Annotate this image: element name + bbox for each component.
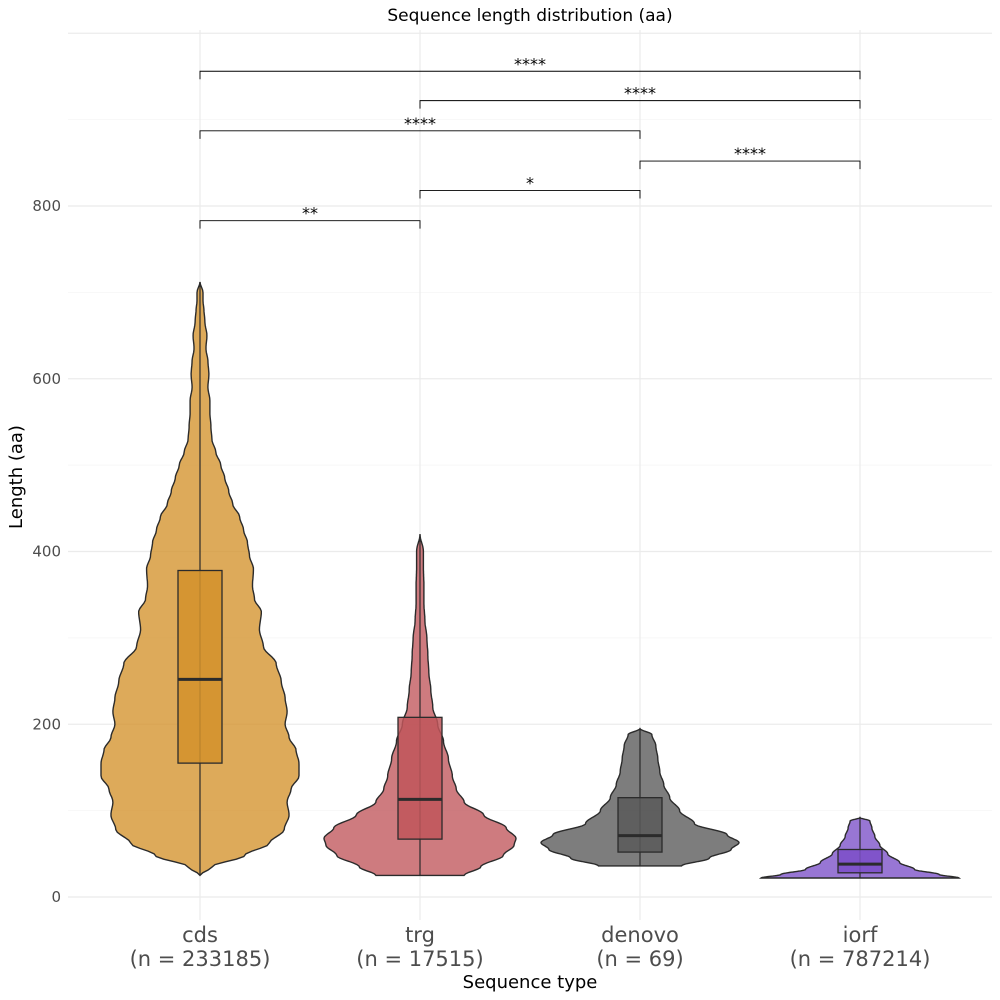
- significance-label: *: [526, 173, 534, 192]
- x-tick-count-denovo: (n = 69): [596, 947, 683, 971]
- y-axis-title: Length (aa): [6, 425, 27, 529]
- y-axis-ticks: 0 200 400 600 800: [32, 197, 61, 906]
- significance-label: **: [302, 204, 318, 223]
- x-tick-count-iorf: (n = 787214): [790, 947, 931, 971]
- bracket-cds-trg: [199, 220, 421, 229]
- y-tick-label: 400: [32, 543, 61, 561]
- significance-label: ****: [624, 84, 656, 103]
- significance-label: ****: [734, 144, 766, 163]
- box-trg: [397, 716, 443, 840]
- chart-title: Sequence length distribution (aa): [387, 6, 672, 26]
- x-tick-label-trg: trg: [405, 923, 435, 947]
- box-cds: [177, 569, 223, 764]
- violins: [100, 281, 962, 879]
- bracket-denovo-iorf: [639, 160, 861, 170]
- bracket-trg-iorf: [419, 100, 861, 109]
- significance-label: ****: [404, 114, 436, 133]
- x-tick-label-cds: cds: [182, 923, 218, 947]
- x-tick-count-trg: (n = 17515): [356, 947, 483, 971]
- boxplots: [177, 282, 883, 878]
- significance-brackets: *******************: [199, 54, 861, 229]
- bracket-cds-denovo: [199, 130, 641, 139]
- bracket-trg-denovo: [419, 190, 641, 199]
- box-denovo: [617, 797, 663, 853]
- x-tick-label-iorf: iorf: [843, 923, 878, 947]
- y-tick-label: 0: [51, 888, 61, 906]
- y-tick-label: 200: [32, 715, 61, 733]
- significance-label: ****: [514, 54, 546, 73]
- box-iorf: [837, 848, 883, 874]
- y-tick-label: 600: [32, 370, 61, 388]
- x-axis-ticks: cds(n = 233185)trg(n = 17515)denovo(n = …: [130, 923, 931, 971]
- x-tick-label-denovo: denovo: [601, 923, 679, 947]
- x-tick-count-cds: (n = 233185): [130, 947, 271, 971]
- y-tick-label: 800: [32, 197, 61, 215]
- x-axis-title: Sequence type: [463, 972, 598, 993]
- bracket-cds-iorf: [199, 70, 861, 80]
